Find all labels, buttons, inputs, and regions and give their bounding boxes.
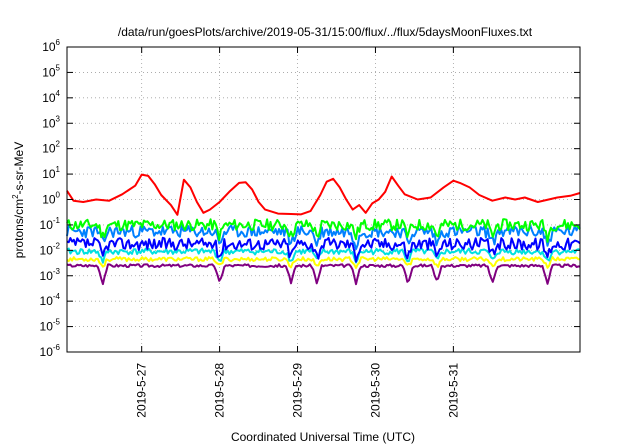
y-tick-label: 10-2 xyxy=(40,241,61,257)
y-tick-label: 105 xyxy=(42,63,60,79)
y-tick-label: 102 xyxy=(42,140,60,156)
x-tick-label: 2019-5-30 xyxy=(368,363,382,418)
y-tick-label: 104 xyxy=(42,89,60,105)
series-line xyxy=(66,236,581,263)
y-axis-ticks: 106 105 104 103 102 101 100 10-1 10-2 10-3 10-4 10-… xyxy=(40,38,580,359)
y-tick-label: 10-5 xyxy=(40,318,61,334)
x-tick-label: 2019-5-27 xyxy=(135,363,149,418)
y-tick-label: 100 xyxy=(42,191,60,207)
x-tick-label: 2019-5-29 xyxy=(291,363,305,418)
x-axis-label: Coordinated Universal Time (UTC) xyxy=(231,430,415,444)
y-tick-label: 10-4 xyxy=(40,292,61,308)
x-tick-label: 2019-5-31 xyxy=(446,363,460,418)
y-tick-label: 106 xyxy=(42,38,60,54)
y-tick-label: 10-1 xyxy=(40,216,61,232)
series-lines xyxy=(66,173,581,286)
x-tick-label: 2019-5-28 xyxy=(213,363,227,418)
y-tick-label: 103 xyxy=(42,114,60,130)
x-axis-ticks: 2019-5-27 2019-5-28 2019-5-29 2019-5-30 2019… xyxy=(135,47,460,418)
series-line xyxy=(66,218,581,243)
y-tick-label: 101 xyxy=(42,165,60,181)
y-tick-label: 10-6 xyxy=(40,343,61,359)
grid-lines xyxy=(67,47,580,352)
series-line xyxy=(66,247,581,264)
y-tick-label: 10-3 xyxy=(40,267,61,283)
series-line xyxy=(66,263,581,286)
series-line xyxy=(66,256,581,269)
series-line xyxy=(66,224,581,251)
series-line xyxy=(66,173,581,216)
y-axis-label: protons/cm2-s-sr-MeV xyxy=(11,142,26,258)
chart-title: /data/run/goesPlots/archive/2019-05-31/1… xyxy=(118,25,533,39)
